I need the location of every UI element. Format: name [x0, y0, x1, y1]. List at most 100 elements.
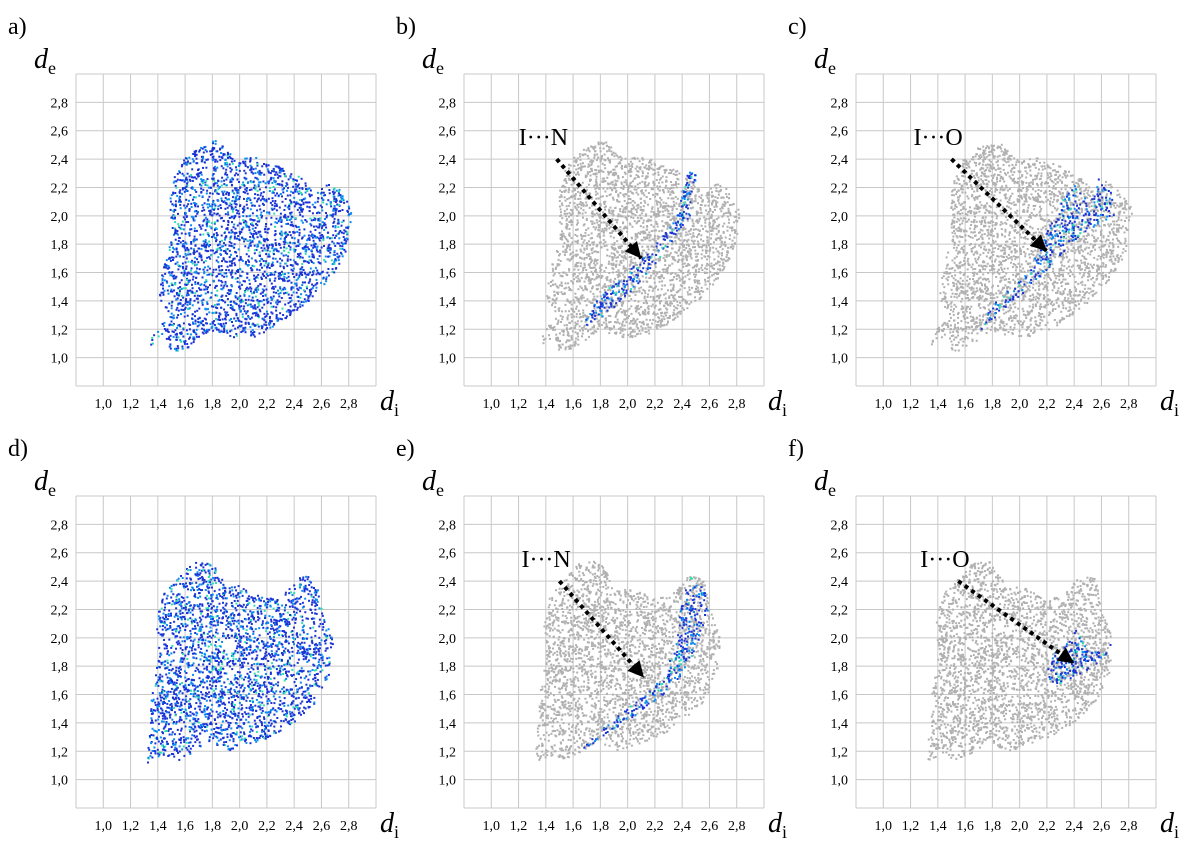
data-point — [287, 309, 290, 312]
data-point — [623, 254, 626, 257]
data-point — [573, 273, 576, 276]
data-point — [238, 162, 241, 165]
data-point — [286, 242, 289, 245]
data-point — [220, 197, 223, 200]
data-point — [182, 242, 185, 245]
data-point — [280, 297, 283, 299]
data-point — [646, 225, 648, 227]
data-point — [259, 283, 262, 286]
data-point — [656, 321, 659, 323]
data-point — [185, 242, 188, 245]
data-point — [594, 208, 597, 211]
data-point — [273, 234, 276, 237]
data-point — [279, 193, 282, 195]
data-point — [167, 265, 170, 268]
data-point — [201, 303, 204, 306]
data-point — [167, 292, 170, 295]
data-point — [184, 249, 187, 252]
data-point — [179, 171, 181, 174]
data-point — [608, 327, 611, 330]
data-point — [244, 219, 247, 222]
data-point — [279, 286, 282, 289]
data-point — [244, 245, 247, 248]
data-point — [597, 156, 600, 159]
data-point — [566, 331, 569, 334]
data-point — [570, 313, 573, 316]
data-point — [211, 205, 214, 208]
data-point — [579, 155, 582, 158]
data-point — [280, 219, 283, 222]
data-point — [723, 258, 725, 261]
data-point — [218, 315, 220, 318]
data-point — [595, 284, 598, 287]
data-point — [707, 211, 710, 213]
data-point — [297, 245, 300, 247]
data-point — [688, 250, 691, 253]
data-point — [573, 156, 576, 159]
data-point — [165, 266, 168, 269]
data-point — [197, 320, 200, 323]
data-point — [620, 293, 623, 296]
data-point — [641, 255, 644, 258]
data-point — [574, 342, 577, 345]
data-point — [184, 206, 187, 209]
data-point — [274, 181, 277, 183]
data-point — [576, 203, 579, 206]
data-point — [224, 283, 227, 286]
data-point — [200, 184, 203, 187]
data-point — [181, 179, 183, 182]
data-point — [307, 273, 310, 276]
data-point — [601, 195, 604, 198]
data-point — [197, 247, 200, 250]
data-point — [184, 161, 187, 164]
data-point — [343, 248, 346, 251]
data-point — [289, 212, 292, 215]
data-point — [275, 248, 278, 251]
data-point — [645, 184, 648, 187]
data-point — [185, 284, 188, 286]
data-point — [627, 334, 630, 337]
data-point — [636, 290, 639, 293]
data-point — [653, 306, 656, 309]
data-point — [311, 234, 314, 237]
data-point — [254, 259, 257, 262]
data-point — [556, 263, 559, 266]
data-point — [727, 207, 730, 210]
data-point — [574, 205, 577, 208]
data-point — [672, 296, 675, 299]
data-point — [258, 251, 261, 254]
data-point — [215, 228, 218, 230]
data-point — [710, 213, 713, 216]
data-point — [279, 312, 282, 315]
data-point — [288, 204, 290, 207]
data-point — [623, 206, 626, 209]
data-point — [565, 182, 568, 184]
data-point — [207, 233, 210, 236]
data-point — [614, 179, 617, 182]
data-point — [560, 346, 562, 349]
data-point — [328, 255, 331, 258]
data-point — [553, 272, 556, 275]
data-point — [638, 242, 641, 245]
data-point — [662, 315, 665, 318]
data-point — [656, 237, 659, 240]
data-point — [589, 278, 592, 281]
data-point — [337, 220, 340, 223]
data-point — [237, 209, 240, 212]
data-point — [243, 197, 245, 200]
data-point — [666, 271, 668, 273]
data-point — [605, 322, 608, 325]
data-point — [284, 198, 287, 200]
data-point — [671, 288, 674, 291]
data-point — [286, 258, 289, 261]
data-point — [710, 215, 713, 218]
data-point — [271, 261, 274, 264]
data-point — [550, 327, 553, 329]
data-point — [674, 170, 677, 173]
data-point — [187, 307, 190, 310]
data-point — [195, 202, 198, 205]
data-point — [323, 229, 326, 231]
data-point — [705, 217, 708, 220]
data-point — [225, 294, 228, 297]
data-point — [194, 281, 197, 284]
